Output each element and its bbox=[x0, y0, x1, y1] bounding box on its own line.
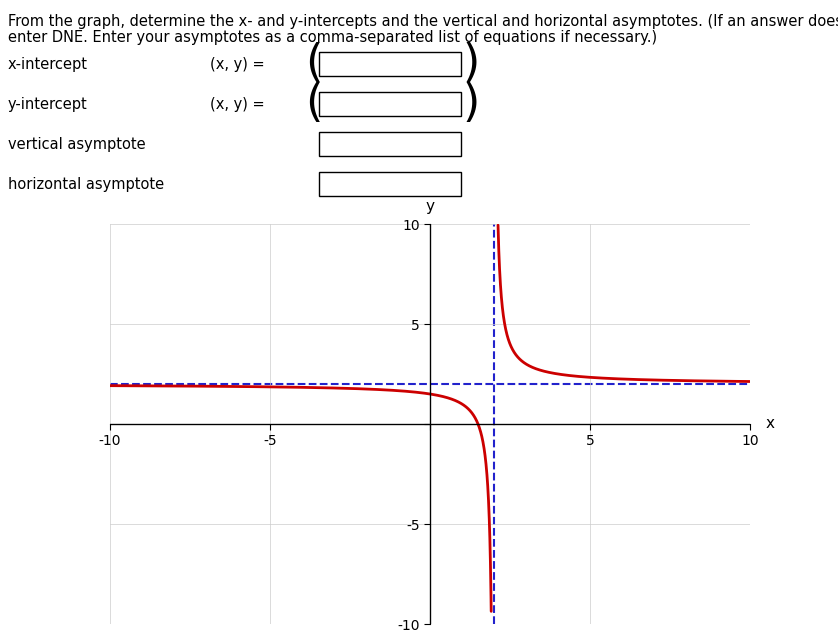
Text: From the graph, determine the x- and y-intercepts and the vertical and horizonta: From the graph, determine the x- and y-i… bbox=[8, 14, 838, 29]
Text: (x, y) =: (x, y) = bbox=[210, 56, 265, 72]
Text: x-intercept: x-intercept bbox=[8, 56, 88, 72]
FancyBboxPatch shape bbox=[319, 52, 461, 76]
Text: vertical asymptote: vertical asymptote bbox=[8, 136, 146, 152]
Text: ): ) bbox=[462, 42, 479, 86]
Text: (: ( bbox=[305, 42, 323, 86]
FancyBboxPatch shape bbox=[319, 92, 461, 116]
Text: y: y bbox=[426, 199, 434, 214]
Text: ): ) bbox=[462, 82, 479, 126]
FancyBboxPatch shape bbox=[319, 132, 461, 156]
Text: y-intercept: y-intercept bbox=[8, 96, 88, 112]
Text: x: x bbox=[766, 417, 775, 432]
FancyBboxPatch shape bbox=[319, 172, 461, 196]
Text: (x, y) =: (x, y) = bbox=[210, 96, 265, 112]
Text: (: ( bbox=[305, 82, 323, 126]
Text: horizontal asymptote: horizontal asymptote bbox=[8, 176, 164, 191]
Text: enter DNE. Enter your asymptotes as a comma-separated list of equations if neces: enter DNE. Enter your asymptotes as a co… bbox=[8, 30, 657, 45]
